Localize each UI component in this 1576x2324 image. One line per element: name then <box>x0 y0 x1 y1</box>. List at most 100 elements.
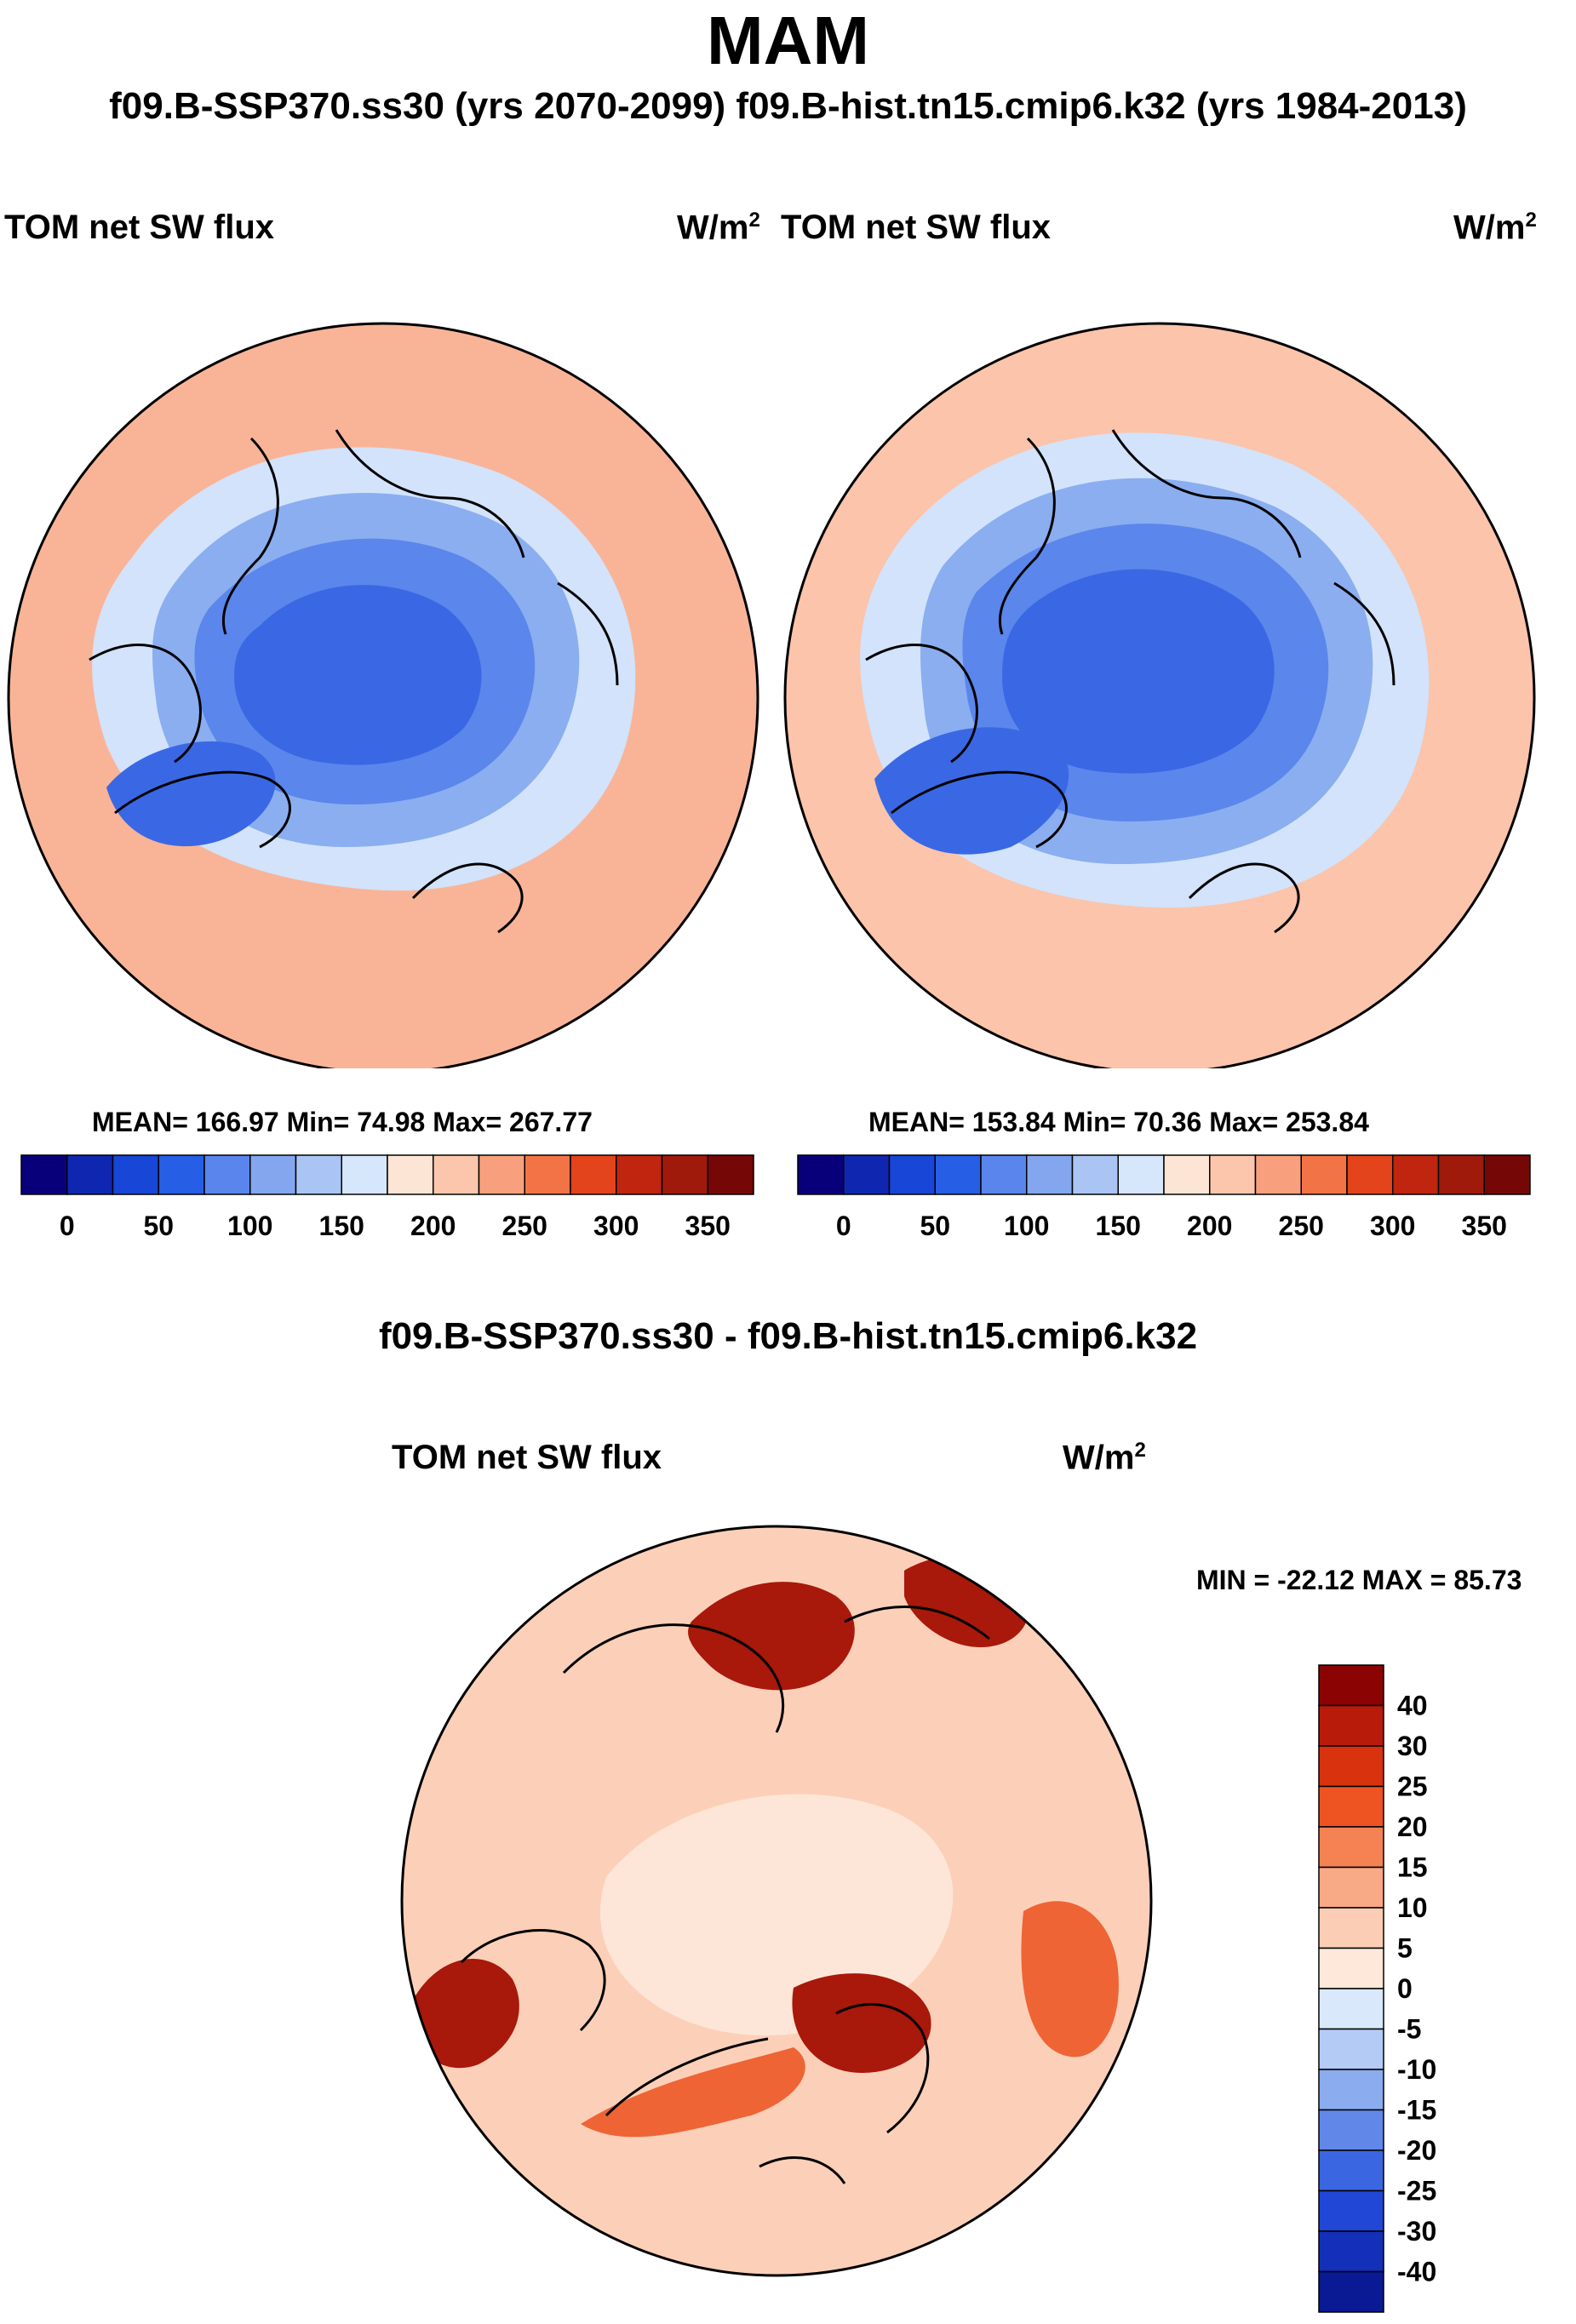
colorbar-box <box>341 1154 388 1195</box>
colorbar-tick-label: 150 <box>1096 1211 1141 1241</box>
case-title: f09.B-SSP370.ss30 (yrs 2070-2099) f09.B-… <box>109 85 1467 127</box>
colorbar-tick-label: -30 <box>1397 2216 1436 2247</box>
colorbar-box <box>295 1154 342 1195</box>
colorbar-box <box>661 1154 708 1195</box>
season-title: MAM <box>706 3 870 78</box>
map-fill-dark <box>234 585 482 765</box>
colorbar-box <box>888 1154 936 1195</box>
colorbar-box <box>1392 1154 1440 1195</box>
colorbar-tick-label: -40 <box>1397 2257 1436 2287</box>
colorbar-tick-label: 200 <box>410 1211 456 1241</box>
map-fill-mid-east <box>1021 1901 1119 2058</box>
colorbar-tick-label: 0 <box>836 1211 851 1241</box>
panel-stats: MEAN= 166.97 Min= 74.98 Max= 267.77 <box>92 1107 593 1137</box>
colorbar-box <box>1117 1154 1165 1195</box>
colorbar-box <box>1254 1154 1302 1195</box>
colorbar-box <box>66 1154 114 1195</box>
colorbar-box <box>112 1154 159 1195</box>
colorbar-tick-label: 250 <box>1279 1211 1324 1241</box>
map-fill-strong-east <box>792 1973 931 2073</box>
colorbar-box <box>478 1154 525 1195</box>
difference-minmax: MIN = -22.12 MAX = 85.73 <box>1196 1565 1522 1595</box>
colorbar-box <box>1209 1154 1257 1195</box>
colorbar-box <box>934 1154 982 1195</box>
colorbar-box <box>1318 1745 1384 1788</box>
colorbar-tick-label: 30 <box>1397 1731 1428 1761</box>
map-fill-strong-west <box>410 1959 519 2069</box>
colorbar-box <box>1483 1154 1531 1195</box>
colorbar-tick-label: 100 <box>227 1211 272 1241</box>
colorbar-box <box>524 1154 571 1195</box>
colorbar-box <box>1163 1154 1211 1195</box>
colorbar-box <box>1437 1154 1485 1195</box>
colorbar-box <box>1318 2189 1384 2232</box>
map-fill-mid-band <box>581 2047 805 2138</box>
colorbar-box <box>1318 2028 1384 2070</box>
map-fill-dark <box>1002 569 1275 774</box>
colorbar-future: 0 50 100 150 200 250 300 350 <box>20 1154 754 1241</box>
colorbar-tick-label: 0 <box>1397 1973 1413 2004</box>
colorbar-tick-label: 250 <box>502 1211 547 1241</box>
colorbar-box <box>1318 2270 1384 2313</box>
colorbar-box <box>1318 1947 1384 1989</box>
map-fill-greenland <box>874 727 1069 855</box>
colorbar-box <box>1318 1785 1384 1828</box>
colorbar-box <box>249 1154 297 1195</box>
colorbar-box <box>20 1154 68 1195</box>
colorbar-tick-label: 50 <box>920 1211 950 1241</box>
colorbar-box <box>1318 1907 1384 1949</box>
colorbar-box <box>1026 1154 1074 1195</box>
colorbar-tick-label: 150 <box>319 1211 364 1241</box>
colorbar-box <box>158 1154 205 1195</box>
difference-title: f09.B-SSP370.ss30 - f09.B-hist.tn15.cmip… <box>378 1315 1198 1357</box>
colorbar-tick-label: 350 <box>1462 1211 1507 1241</box>
colorbar-box <box>1318 1704 1384 1747</box>
panel-variable-label: TOM net SW flux <box>781 209 1052 246</box>
difference-variable-label: TOM net SW flux <box>392 1439 662 1476</box>
colorbar-tick-label: 200 <box>1187 1211 1232 1241</box>
colorbar-box <box>203 1154 251 1195</box>
colorbar-tick-label: 15 <box>1397 1852 1428 1883</box>
colorbar-tick-label: 50 <box>143 1211 174 1241</box>
colorbar-tick-label: -5 <box>1397 2014 1421 2045</box>
colorbar-tick-label: -15 <box>1397 2095 1436 2126</box>
colorbar-box <box>1318 2069 1384 2111</box>
colorbar-tick-label: 10 <box>1397 1892 1428 1923</box>
polar-map-future <box>7 322 759 1068</box>
colorbar-tick-label: 350 <box>685 1211 731 1241</box>
map-fill-greenland <box>106 741 276 847</box>
colorbar-box <box>843 1154 891 1195</box>
colorbar-tick-label: 0 <box>60 1211 75 1241</box>
colorbar-box <box>570 1154 617 1195</box>
colorbar-historical: 0 50 100 150 200 250 300 350 <box>797 1154 1531 1241</box>
colorbar-box <box>1300 1154 1348 1195</box>
colorbar-box <box>1318 1664 1384 1707</box>
colorbar-tick-label: 40 <box>1397 1691 1428 1721</box>
colorbar-tick-label: 300 <box>593 1211 639 1241</box>
colorbar-box <box>707 1154 754 1195</box>
colorbar-box <box>1318 1988 1384 2030</box>
colorbar-tick-label: 5 <box>1397 1933 1413 1964</box>
colorbar-box <box>433 1154 480 1195</box>
panel-historical: TOM net SW flux W/m2 MEAN= 153.84 Min= 7… <box>781 209 1547 1256</box>
colorbar-tick-label: 25 <box>1397 1772 1428 1802</box>
colorbar-box <box>1318 2230 1384 2273</box>
colorbar-box <box>797 1154 845 1195</box>
panel-units-label: W/m2 <box>677 209 760 247</box>
polar-map-difference <box>400 1525 1153 2277</box>
colorbar-box <box>1071 1154 1119 1195</box>
colorbar-box <box>1318 2109 1384 2151</box>
colorbar-difference: 40 30 25 20 15 10 5 0 -5 -10 -15 -20 -25 -30 -40 <box>1318 1664 1436 2313</box>
panel-future: TOM net SW flux W/m2 MEAN= 166.97 Min= 7… <box>4 209 771 1256</box>
colorbar-box <box>1346 1154 1394 1195</box>
colorbar-box <box>1318 2149 1384 2192</box>
colorbar-tick-label: 20 <box>1397 1812 1428 1842</box>
colorbar-box <box>1318 1826 1384 1869</box>
colorbar-box <box>616 1154 663 1195</box>
colorbar-tick-label: -25 <box>1397 2176 1436 2207</box>
colorbar-box <box>1318 1866 1384 1909</box>
colorbar-tick-label: 100 <box>1004 1211 1049 1241</box>
colorbar-box <box>980 1154 1028 1195</box>
colorbar-tick-label: -20 <box>1397 2135 1436 2166</box>
panel-variable-label: TOM net SW flux <box>4 209 275 246</box>
